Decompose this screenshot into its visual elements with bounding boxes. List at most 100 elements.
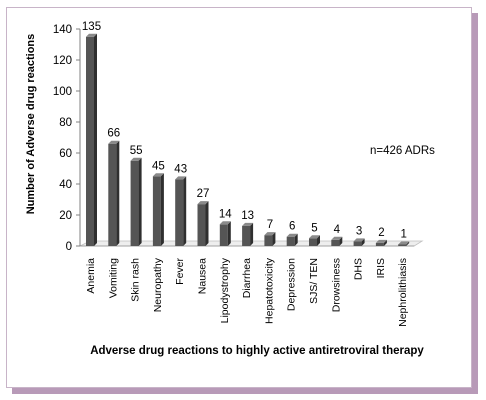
bar-top [309,235,320,239]
bar-front [86,36,94,246]
bar-front [130,160,139,246]
bar [331,236,343,246]
data-label: 43 [174,163,187,175]
y-tick-label: 20 [59,210,72,222]
bar-side [317,235,320,246]
sample-size-annotation: n=426 ADRs [370,145,435,157]
data-label: 2 [378,227,384,239]
y-tick-label: 100 [53,86,72,98]
category-label: Hepatotoxicity [263,257,275,324]
category-label: Neuropathy [152,257,164,312]
bar-side [94,33,97,246]
category-labels: Anemia Vomiting Skin rash Neuropathy Fever Na… [85,257,409,327]
bar-front [398,244,407,246]
data-label: 3 [356,225,362,237]
category-label: Drowsiness [330,258,342,312]
bar-side [406,241,410,246]
y-tick-label: 140 [53,24,72,36]
category-label: IRIS [375,258,387,278]
bar-front [152,176,161,246]
bar-side [272,232,276,246]
chart-frame: 0 20 40 60 80 100 120 140 135 66 55 45 43 27 14 13 7 6 5 4… [6,7,472,388]
data-label: 45 [152,160,165,172]
bar-front [286,236,295,246]
data-label: 66 [107,128,120,140]
category-label: Depression [286,258,298,311]
bar [175,176,187,246]
bar [309,235,320,246]
bar-top [331,236,343,240]
bar-top [108,140,120,144]
y-axis-title: Number of Adverse drug reactions [25,34,37,215]
bar [86,33,97,246]
bar-top [86,33,97,37]
bar-front [375,242,384,246]
bar-front [353,241,362,246]
y-tick-label: 80 [59,117,72,129]
bar-top [242,222,254,226]
bar-front [197,204,206,246]
bar [286,233,298,246]
bar-top [152,173,164,177]
bar [130,157,142,246]
bar-side [227,221,231,246]
category-label: Vomiting [107,258,119,298]
category-label: Nephrolithiasis [397,258,409,327]
bar-side [160,173,164,246]
bar-top [197,201,209,205]
bar-side [294,233,298,246]
bar-front [175,179,184,246]
bar-side [183,176,187,246]
category-label: SJS/ TEN [308,258,320,304]
bar [197,201,209,246]
bars [86,33,410,246]
bar-front [309,238,317,246]
bar-front [331,239,340,246]
x-axis-title: Adverse drug reactions to highly active … [90,345,424,357]
bar-side [116,140,120,246]
category-label: DHS [353,258,365,280]
bar-top [130,157,142,161]
category-label: Diarrhea [241,258,253,298]
data-label: 14 [219,208,232,220]
category-label: Anemia [85,258,97,294]
y-tick-label: 60 [59,148,72,160]
bar [219,221,231,246]
bar [152,173,164,246]
bar-top [175,176,187,180]
bar [375,239,387,246]
data-label: 1 [400,228,406,240]
y-tick-label: 120 [53,55,72,67]
bar-front [219,224,228,246]
bar-front [242,225,251,246]
category-label: Fever [174,258,186,285]
data-label: 27 [197,188,210,200]
category-label: Nausea [197,258,209,294]
bar [108,140,120,246]
bar-top [286,233,298,237]
data-label: 5 [311,222,317,234]
category-label: Lipodystrophy [219,257,231,323]
bar-side [138,157,142,246]
y-tick-label: 40 [59,179,72,191]
data-label: 135 [82,21,101,33]
bar-top [375,239,387,243]
data-label: 13 [241,210,254,222]
data-label: 55 [130,145,143,157]
bar [242,222,254,246]
bar-top [264,232,276,236]
bar-side [339,236,343,246]
category-label: Skin rash [130,258,142,302]
bar-front [108,143,117,246]
bar [398,241,410,246]
bar-front [264,235,273,246]
bar-side [250,222,254,246]
bar-top [398,241,410,245]
bar-side [361,238,365,246]
y-tick-label: 0 [66,241,72,253]
data-label: 4 [334,224,341,236]
data-label: 6 [289,221,295,233]
bar-side [383,239,387,246]
